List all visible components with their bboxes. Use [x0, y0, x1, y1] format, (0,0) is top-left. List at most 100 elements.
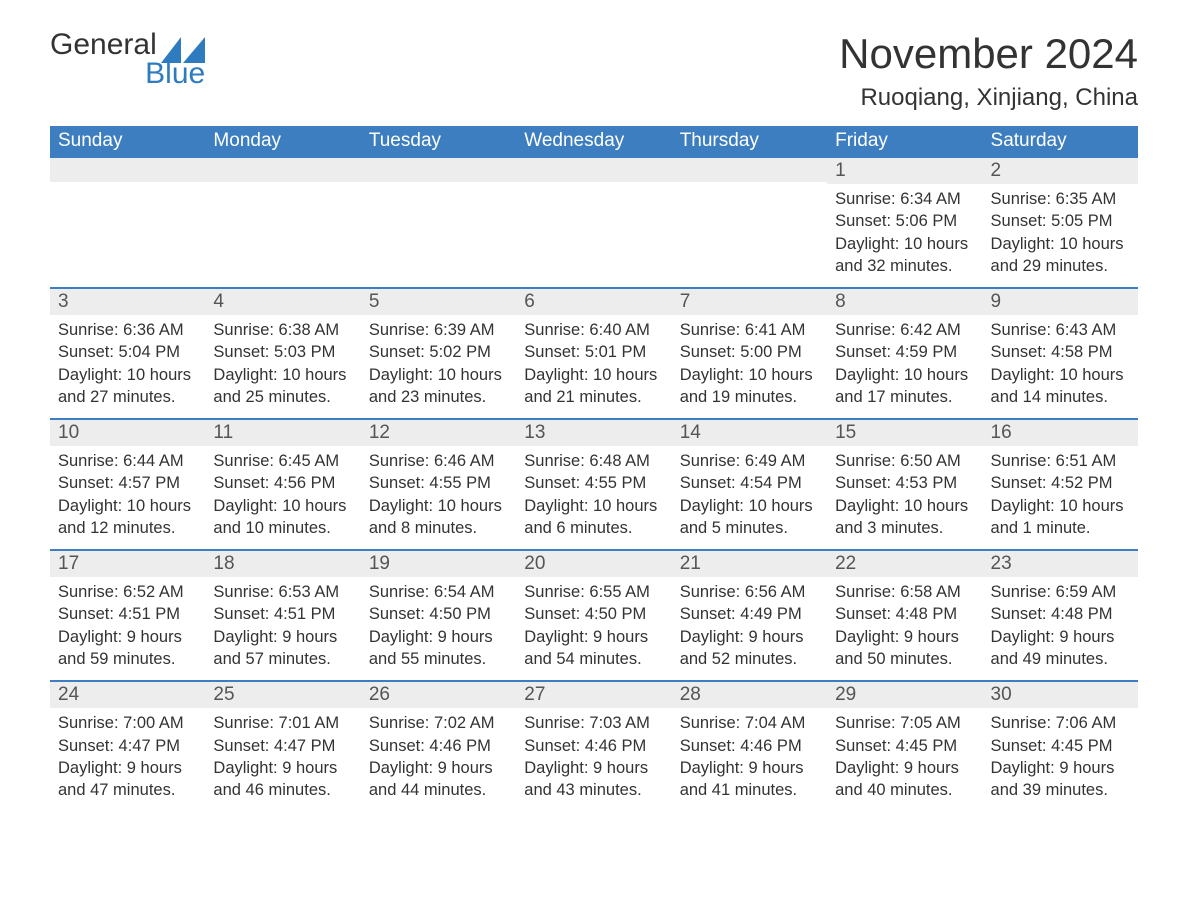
calendar-cell: [361, 156, 516, 287]
sunrise-value: 6:53 AM: [279, 583, 340, 601]
day-number: 26: [361, 680, 516, 708]
sunrise-value: 7:05 AM: [900, 714, 961, 732]
calendar-week: 24Sunrise: 7:00 AMSunset: 4:47 PMDayligh…: [50, 680, 1138, 811]
sunrise-value: 6:46 AM: [434, 452, 495, 470]
sunset-label: Sunset:: [524, 474, 585, 492]
sunset-value: 5:00 PM: [740, 343, 801, 361]
sunrise-label: Sunrise:: [524, 452, 589, 470]
day-number: 19: [361, 549, 516, 577]
sunrise-label: Sunrise:: [369, 714, 434, 732]
sunset-value: 5:03 PM: [274, 343, 335, 361]
sunset-line: Sunset: 5:02 PM: [369, 341, 508, 363]
day-details: Sunrise: 6:58 AMSunset: 4:48 PMDaylight:…: [827, 577, 982, 680]
calendar-cell: 4Sunrise: 6:38 AMSunset: 5:03 PMDaylight…: [205, 287, 360, 418]
sunset-line: Sunset: 4:56 PM: [213, 472, 352, 494]
sunset-label: Sunset:: [991, 737, 1052, 755]
sunrise-value: 7:00 AM: [123, 714, 184, 732]
daylight-line: Daylight: 10 hours and 29 minutes.: [991, 233, 1130, 278]
day-number: 22: [827, 549, 982, 577]
daylight-label: Daylight:: [680, 366, 749, 384]
sunrise-label: Sunrise:: [524, 321, 589, 339]
sunset-label: Sunset:: [680, 474, 741, 492]
sunset-value: 4:52 PM: [1051, 474, 1112, 492]
daylight-label: Daylight:: [680, 759, 749, 777]
calendar-cell: 5Sunrise: 6:39 AMSunset: 5:02 PMDaylight…: [361, 287, 516, 418]
daylight-line: Daylight: 9 hours and 44 minutes.: [369, 757, 508, 802]
sunrise-value: 6:56 AM: [745, 583, 806, 601]
sunrise-label: Sunrise:: [524, 714, 589, 732]
empty-day: [516, 156, 671, 182]
sunrise-label: Sunrise:: [58, 452, 123, 470]
sunrise-value: 6:35 AM: [1056, 190, 1117, 208]
calendar-cell: 10Sunrise: 6:44 AMSunset: 4:57 PMDayligh…: [50, 418, 205, 549]
sunrise-line: Sunrise: 6:54 AM: [369, 581, 508, 603]
calendar-cell: 18Sunrise: 6:53 AMSunset: 4:51 PMDayligh…: [205, 549, 360, 680]
sunrise-line: Sunrise: 6:40 AM: [524, 319, 663, 341]
daylight-label: Daylight:: [524, 759, 593, 777]
sunrise-line: Sunrise: 7:06 AM: [991, 712, 1130, 734]
calendar-cell: 1Sunrise: 6:34 AMSunset: 5:06 PMDaylight…: [827, 156, 982, 287]
location: Ruoqiang, Xinjiang, China: [839, 84, 1138, 112]
day-number: 4: [205, 287, 360, 315]
sunset-label: Sunset:: [213, 474, 274, 492]
calendar-cell: 30Sunrise: 7:06 AMSunset: 4:45 PMDayligh…: [983, 680, 1138, 811]
sunrise-label: Sunrise:: [680, 321, 745, 339]
daylight-label: Daylight:: [680, 628, 749, 646]
sunrise-label: Sunrise:: [835, 321, 900, 339]
sunrise-line: Sunrise: 6:46 AM: [369, 450, 508, 472]
sunset-label: Sunset:: [835, 737, 896, 755]
day-details: Sunrise: 7:05 AMSunset: 4:45 PMDaylight:…: [827, 708, 982, 811]
calendar-cell: 16Sunrise: 6:51 AMSunset: 4:52 PMDayligh…: [983, 418, 1138, 549]
daylight-label: Daylight:: [680, 497, 749, 515]
calendar-cell: 8Sunrise: 6:42 AMSunset: 4:59 PMDaylight…: [827, 287, 982, 418]
day-details: Sunrise: 6:38 AMSunset: 5:03 PMDaylight:…: [205, 315, 360, 418]
sunset-line: Sunset: 4:50 PM: [369, 603, 508, 625]
logo-text-block: General Blue: [50, 30, 205, 89]
calendar-cell: 29Sunrise: 7:05 AMSunset: 4:45 PMDayligh…: [827, 680, 982, 811]
daylight-label: Daylight:: [524, 366, 593, 384]
sunset-line: Sunset: 4:55 PM: [369, 472, 508, 494]
sunrise-label: Sunrise:: [991, 714, 1056, 732]
weekday-header: Sunday: [50, 126, 205, 156]
sunrise-line: Sunrise: 6:48 AM: [524, 450, 663, 472]
calendar-cell: [50, 156, 205, 287]
sunrise-line: Sunrise: 6:34 AM: [835, 188, 974, 210]
sunset-value: 4:59 PM: [896, 343, 957, 361]
day-number: 18: [205, 549, 360, 577]
calendar-cell: 25Sunrise: 7:01 AMSunset: 4:47 PMDayligh…: [205, 680, 360, 811]
empty-day: [672, 156, 827, 182]
daylight-line: Daylight: 10 hours and 19 minutes.: [680, 364, 819, 409]
day-number: 5: [361, 287, 516, 315]
day-number: 13: [516, 418, 671, 446]
sunrise-label: Sunrise:: [680, 452, 745, 470]
day-number: 14: [672, 418, 827, 446]
day-details: Sunrise: 6:55 AMSunset: 4:50 PMDaylight:…: [516, 577, 671, 680]
weekday-header-row: SundayMondayTuesdayWednesdayThursdayFrid…: [50, 126, 1138, 156]
day-details: Sunrise: 6:51 AMSunset: 4:52 PMDaylight:…: [983, 446, 1138, 549]
daylight-line: Daylight: 9 hours and 47 minutes.: [58, 757, 197, 802]
sunset-value: 5:04 PM: [119, 343, 180, 361]
calendar-table: SundayMondayTuesdayWednesdayThursdayFrid…: [50, 126, 1138, 811]
calendar-cell: 9Sunrise: 6:43 AMSunset: 4:58 PMDaylight…: [983, 287, 1138, 418]
weekday-header: Wednesday: [516, 126, 671, 156]
day-number: 10: [50, 418, 205, 446]
weekday-header: Tuesday: [361, 126, 516, 156]
title-block: November 2024 Ruoqiang, Xinjiang, China: [839, 30, 1138, 112]
daylight-label: Daylight:: [369, 497, 438, 515]
sunrise-value: 6:50 AM: [900, 452, 961, 470]
daylight-label: Daylight:: [835, 366, 904, 384]
day-number: 30: [983, 680, 1138, 708]
daylight-label: Daylight:: [991, 235, 1060, 253]
sunrise-label: Sunrise:: [524, 583, 589, 601]
daylight-label: Daylight:: [524, 497, 593, 515]
calendar-cell: 6Sunrise: 6:40 AMSunset: 5:01 PMDaylight…: [516, 287, 671, 418]
sunset-value: 4:51 PM: [274, 605, 335, 623]
sunset-label: Sunset:: [524, 737, 585, 755]
calendar-cell: 12Sunrise: 6:46 AMSunset: 4:55 PMDayligh…: [361, 418, 516, 549]
sunset-value: 4:50 PM: [585, 605, 646, 623]
daylight-label: Daylight:: [213, 628, 282, 646]
day-details: Sunrise: 6:39 AMSunset: 5:02 PMDaylight:…: [361, 315, 516, 418]
day-details: Sunrise: 6:35 AMSunset: 5:05 PMDaylight:…: [983, 184, 1138, 287]
sunrise-line: Sunrise: 6:56 AM: [680, 581, 819, 603]
sunrise-line: Sunrise: 6:38 AM: [213, 319, 352, 341]
